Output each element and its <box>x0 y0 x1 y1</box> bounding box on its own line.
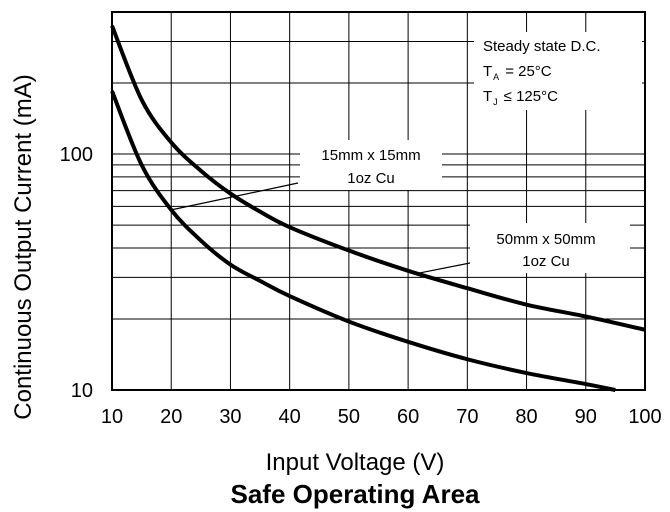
conditions-box <box>474 32 642 110</box>
series-line-2 <box>110 90 616 392</box>
x-tick-label: 50 <box>338 406 360 428</box>
y-tick-label: 10 <box>71 380 93 402</box>
tick-labels: 10 20 30 40 50 60 70 80 90 100 10 100 <box>60 144 662 428</box>
tj-label: TJ ≤ 125°C <box>483 88 558 107</box>
series-1-label-line-1: 15mm x 15mm <box>321 147 420 164</box>
tj-value: ≤ 125°C <box>504 88 558 105</box>
series-2-label-line-2: 1oz Cu <box>522 253 570 270</box>
x-tick-label: 80 <box>515 406 537 428</box>
ta-value: = 25°C <box>505 63 552 80</box>
ta-subscript: A <box>493 72 499 82</box>
tj-subscript: J <box>493 97 498 107</box>
series-1-label-line-2: 1oz Cu <box>347 170 395 187</box>
y-tick-label: 100 <box>60 144 93 166</box>
tj-symbol: T <box>483 88 492 105</box>
x-axis-title: Input Voltage (V) <box>266 449 445 476</box>
x-tick-label: 60 <box>397 406 419 428</box>
x-tick-label: 10 <box>101 406 123 428</box>
plot-frame <box>111 11 646 391</box>
series-2-label-bg <box>470 223 630 273</box>
x-tick-label: 40 <box>279 406 301 428</box>
ta-symbol: T <box>483 63 492 80</box>
chart-title: Safe Operating Area <box>230 479 480 509</box>
series-curves <box>110 24 646 392</box>
series-1-leader-line <box>171 182 299 211</box>
x-tick-label: 100 <box>628 406 661 428</box>
series-2-leader-line <box>413 262 471 275</box>
x-tick-label: 30 <box>219 406 241 428</box>
callout-leader-lines <box>171 182 471 275</box>
x-tick-label: 70 <box>456 406 478 428</box>
x-tick-label: 90 <box>575 406 597 428</box>
series-line-1 <box>110 24 646 332</box>
y-axis-title: Continuous Output Current (mA) <box>10 74 37 419</box>
conditions-line-1: Steady state D.C. <box>483 38 601 55</box>
ta-label: TA = 25°C <box>483 63 552 82</box>
x-tick-label: 20 <box>160 406 182 428</box>
series-2-label-line-1: 50mm x 50mm <box>496 231 595 248</box>
series-1-label-bg <box>300 140 442 190</box>
